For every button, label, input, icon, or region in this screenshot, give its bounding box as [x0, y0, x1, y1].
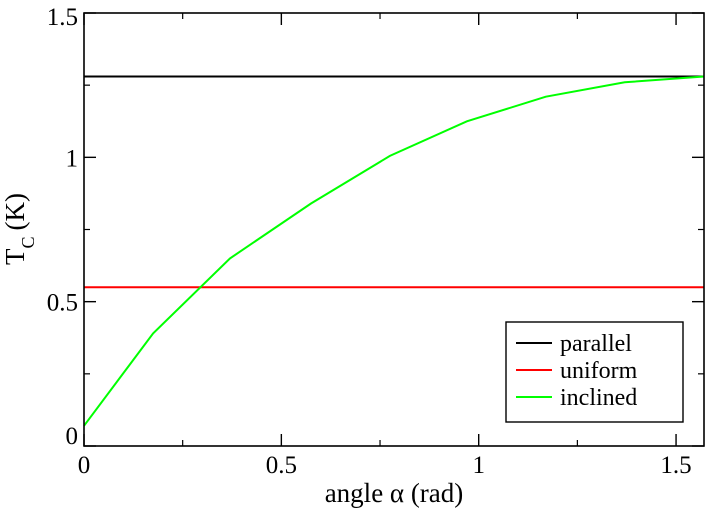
- legend-label-parallel: parallel: [560, 331, 632, 357]
- x-axis-title: angle α (rad): [325, 478, 464, 508]
- y-axis-title-subscript: C: [18, 236, 38, 248]
- series-layer: [83, 75, 705, 427]
- y-tick-label: 1.5: [47, 4, 78, 31]
- x-tick-label: 0.5: [266, 452, 297, 479]
- legend-box: [505, 321, 684, 423]
- series-line-inclined: [83, 75, 705, 427]
- y-axis-title-unit: (K): [0, 193, 30, 230]
- y-tick-label: 1: [66, 145, 79, 172]
- y-axis-title: TC (K): [0, 193, 38, 265]
- ticks-layer: 0 0.5 1 1.5 0 0.5 1 1.5: [47, 4, 704, 479]
- x-tick-label: 1: [472, 452, 485, 479]
- x-tick-label: 1.5: [660, 452, 691, 479]
- y-axis-title-main: T: [0, 248, 30, 265]
- legend-label-inclined: inclined: [560, 385, 637, 411]
- y-tick-label: 0.5: [47, 290, 78, 317]
- x-tick-label: 0: [78, 452, 91, 479]
- legend-label-uniform: uniform: [560, 358, 638, 384]
- y-tick-label: 0: [66, 423, 79, 450]
